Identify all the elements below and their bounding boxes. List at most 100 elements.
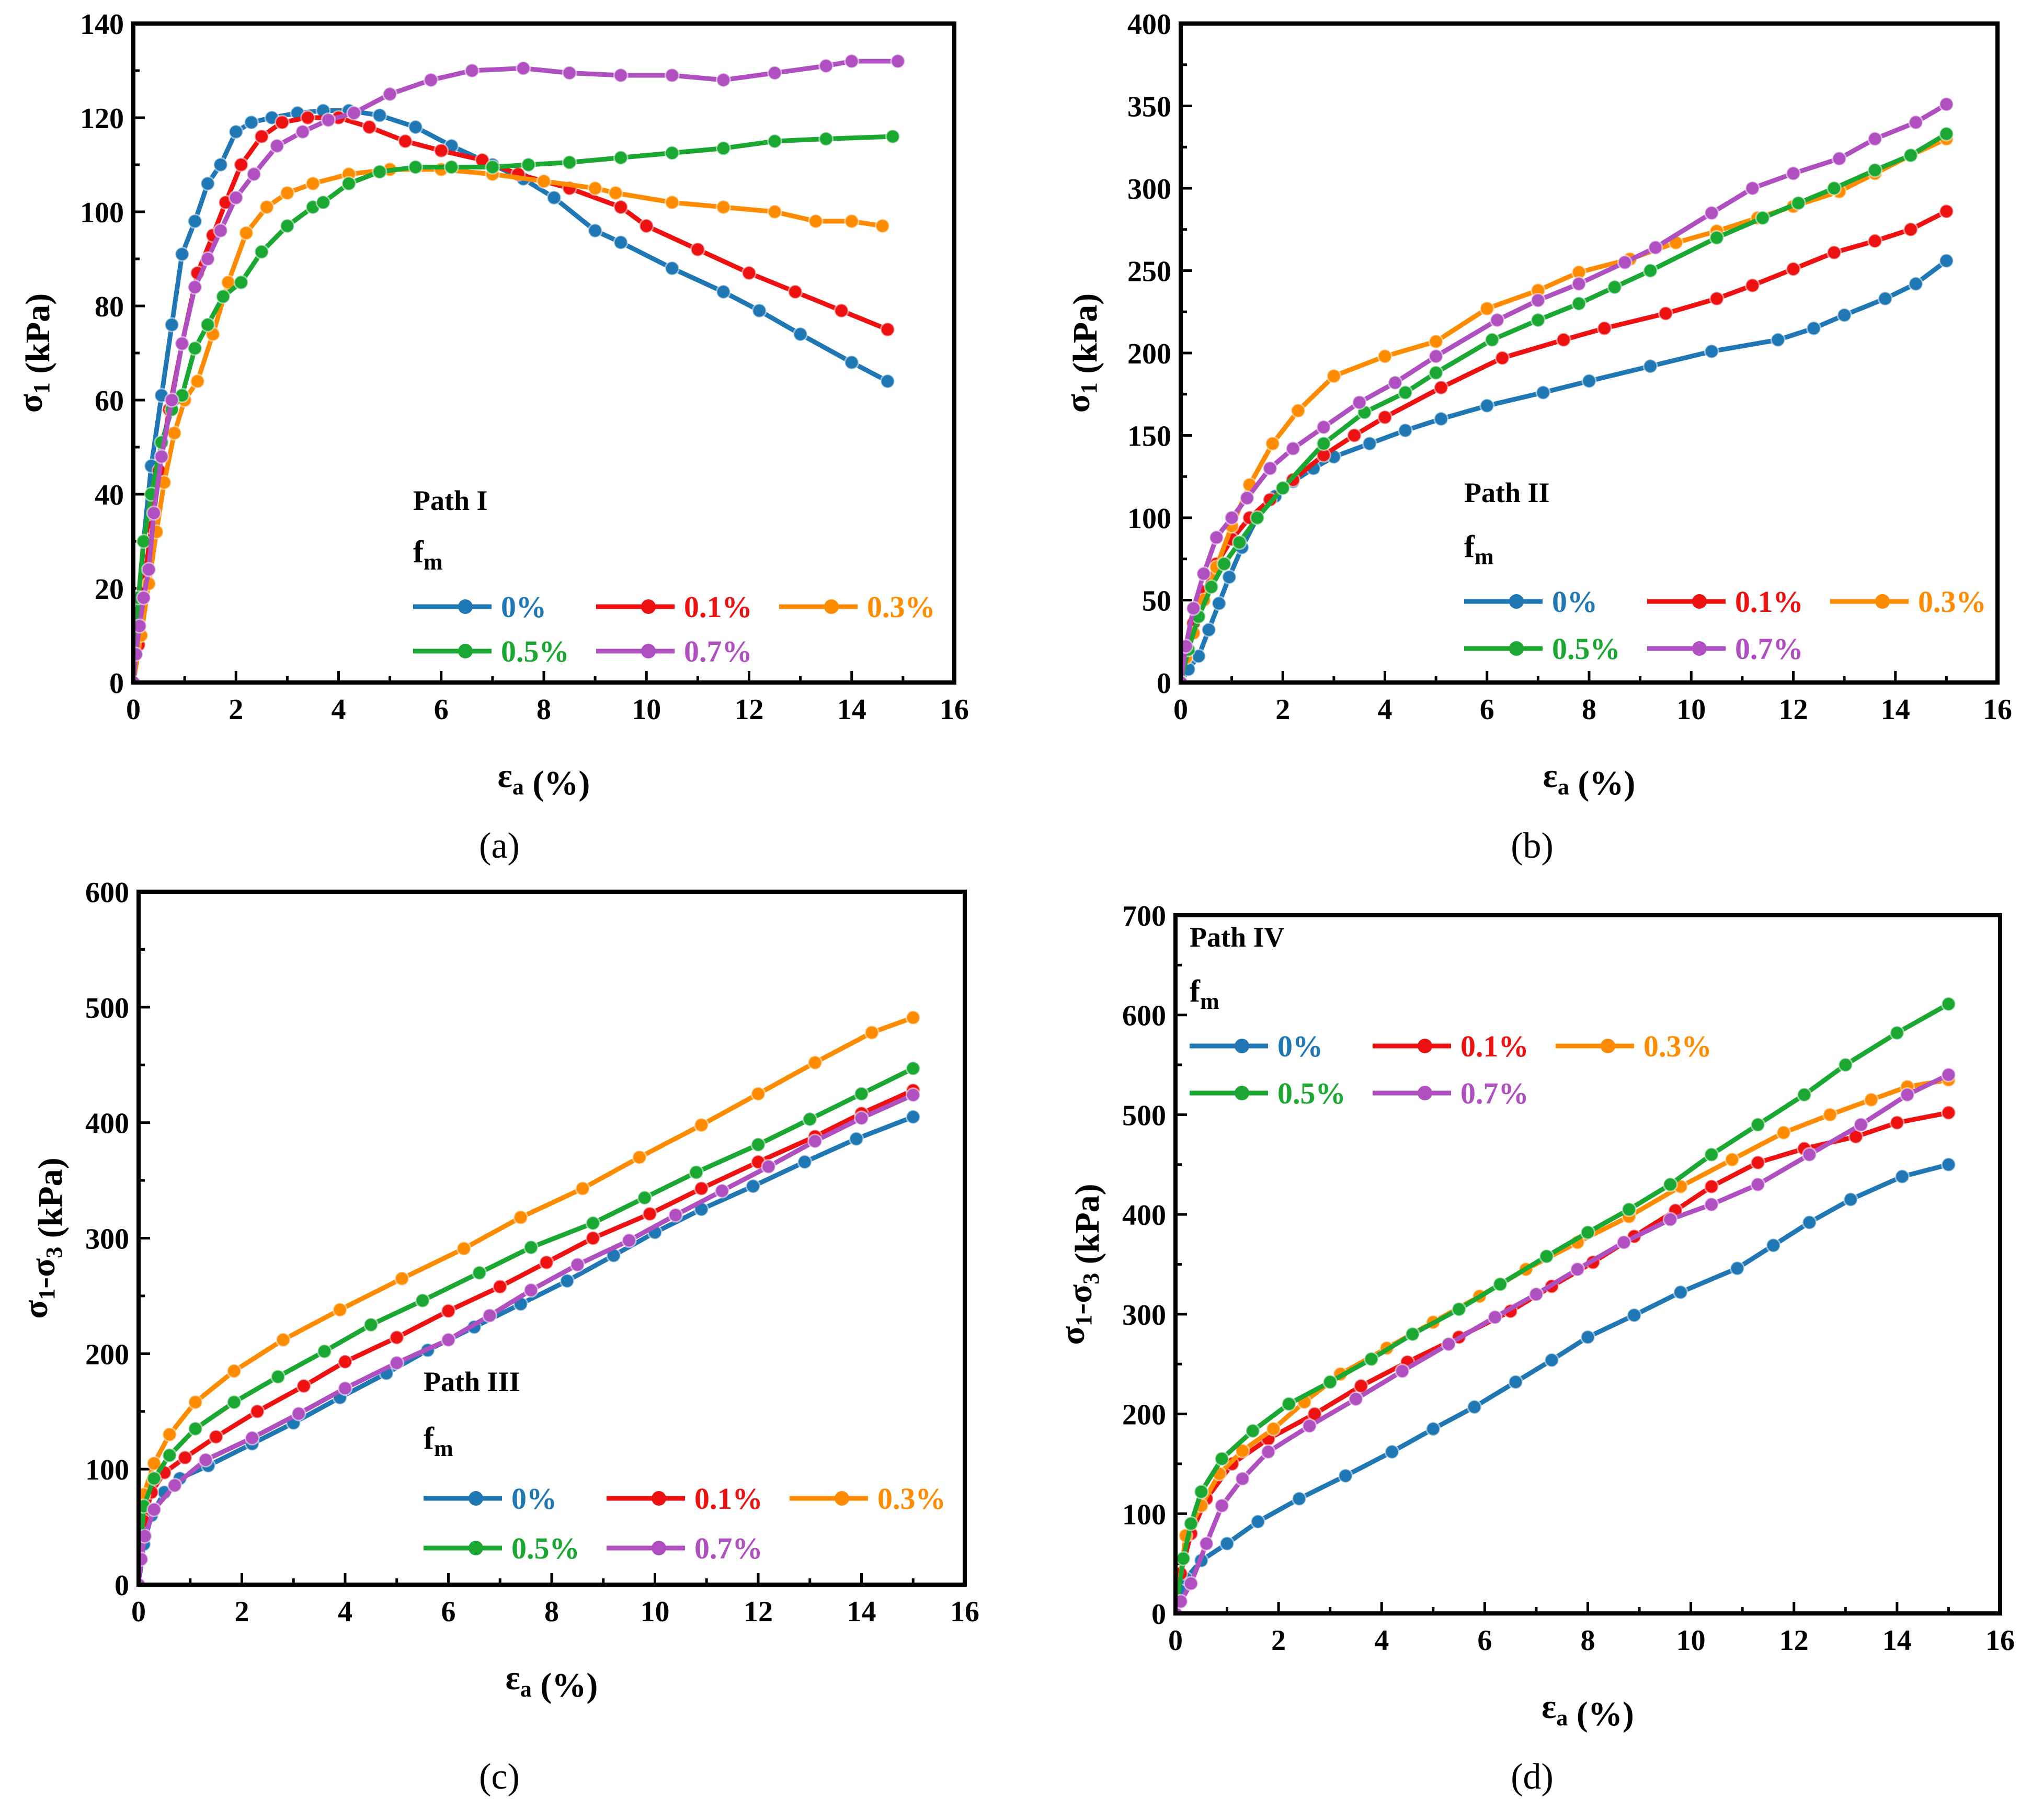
data-point (1184, 1577, 1198, 1590)
y-tick-label: 200 (1127, 338, 1171, 370)
data-point (768, 66, 782, 80)
y-tick-label: 600 (1122, 1000, 1166, 1032)
y-tick-label: 350 (1127, 91, 1171, 123)
legend-marker (469, 1491, 483, 1506)
data-point (1939, 127, 1953, 141)
data-point (280, 219, 294, 233)
data-point (147, 1503, 161, 1516)
y-tick-label: 300 (85, 1223, 129, 1256)
data-point (794, 327, 807, 341)
data-point (614, 151, 627, 165)
data-point (1317, 420, 1330, 434)
data-point (227, 1395, 241, 1409)
legend-marker (652, 1541, 666, 1555)
data-point (694, 1182, 708, 1196)
data-point (514, 1211, 528, 1224)
x-tick-label: 2 (1275, 693, 1290, 726)
legend-marker (824, 599, 839, 614)
series-0.1% (1169, 1106, 1955, 1620)
data-point (1659, 306, 1672, 320)
data-point (201, 318, 214, 332)
data-point (1317, 437, 1330, 450)
y-tick-label: 100 (1127, 503, 1171, 535)
legend-label: 0% (511, 1482, 557, 1516)
data-point (1209, 531, 1223, 544)
data-point (178, 1451, 192, 1464)
figure-canvas: 0 2 4 6 8 10 12 14 16020406080100120140εa (%)σ1 … (0, 0, 2032, 1820)
legend-marker (1692, 641, 1707, 656)
data-point (1496, 351, 1509, 365)
legend-item-0%: 0% (413, 590, 546, 624)
data-point (416, 1294, 429, 1307)
data-point (743, 266, 756, 280)
data-point (1429, 349, 1443, 363)
legend-item-0%: 0% (1464, 585, 1597, 619)
data-point (1942, 997, 1955, 1011)
legend-label: 0.3% (1643, 1029, 1712, 1063)
data-point (1276, 481, 1289, 495)
legend-label: 0.3% (867, 590, 935, 624)
y-tick-label: 400 (1127, 8, 1171, 41)
path-label: Path III (424, 1366, 520, 1397)
legend-marker (1509, 594, 1524, 609)
data-point (362, 120, 376, 134)
data-point (665, 69, 679, 82)
data-point (1292, 404, 1305, 417)
data-point (276, 116, 289, 129)
data-point (638, 1191, 652, 1204)
legend-item-0.7%: 0.7% (596, 634, 752, 668)
y-tick-label: 100 (1122, 1498, 1166, 1531)
data-point (614, 200, 627, 214)
data-point (1581, 1330, 1595, 1344)
legend-label: 0.1% (694, 1482, 763, 1516)
data-point (906, 1062, 920, 1075)
data-point (1787, 167, 1800, 180)
data-point (473, 1266, 486, 1280)
x-tick-label: 10 (641, 1596, 670, 1628)
data-point (373, 109, 386, 122)
x-tick-label: 8 (536, 693, 551, 726)
data-point (1339, 1469, 1352, 1483)
data-point (1705, 1198, 1718, 1211)
data-point (137, 591, 151, 605)
data-point (409, 120, 423, 134)
legend-item-0.1%: 0.1% (1373, 1029, 1529, 1063)
x-axis-label: εa (%) (1542, 1688, 1634, 1733)
x-tick-label: 10 (632, 693, 661, 726)
x-tick-label: 16 (950, 1596, 979, 1628)
data-point (1388, 376, 1402, 390)
data-point (768, 205, 782, 219)
data-point (483, 1309, 497, 1322)
data-point (1828, 246, 1841, 259)
data-point (1643, 359, 1657, 373)
series-0% (1174, 254, 1953, 689)
y-tick-label: 300 (1127, 173, 1171, 206)
legend-label: 0.1% (1460, 1029, 1529, 1063)
data-point (881, 323, 894, 336)
data-point (690, 1166, 703, 1179)
data-point (239, 226, 253, 240)
data-point (1327, 369, 1341, 383)
y-tick-label: 0 (1151, 1598, 1166, 1631)
data-point (163, 1449, 176, 1462)
data-point (255, 245, 268, 259)
data-point (768, 134, 782, 148)
data-point (1751, 1156, 1765, 1169)
data-point (1904, 223, 1917, 236)
legend-item-0.7%: 0.7% (607, 1531, 763, 1565)
x-tick-label: 0 (1173, 693, 1188, 726)
data-point (1791, 196, 1805, 210)
data-point (640, 219, 653, 233)
data-point (809, 214, 823, 228)
data-point (906, 1110, 920, 1124)
data-point (395, 1272, 409, 1286)
data-point (1787, 262, 1800, 276)
data-point (1303, 1419, 1316, 1432)
legend-title: fm (1464, 529, 1494, 570)
x-tick-label: 8 (544, 1596, 559, 1628)
data-point (1378, 349, 1392, 363)
data-point (789, 285, 802, 299)
data-point (1725, 1153, 1739, 1166)
data-point (1240, 491, 1254, 505)
data-point (1251, 1515, 1265, 1529)
